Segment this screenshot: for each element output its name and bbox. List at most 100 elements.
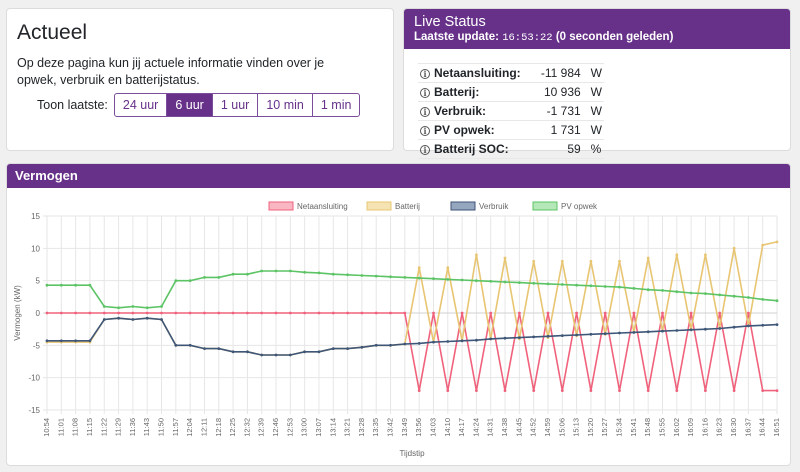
series-point[interactable]: [732, 389, 736, 392]
series-point[interactable]: [646, 330, 650, 334]
series-point[interactable]: [59, 311, 63, 315]
series-point[interactable]: [761, 243, 765, 247]
series-point[interactable]: [432, 277, 435, 281]
series-point[interactable]: [231, 272, 235, 276]
series-point[interactable]: [231, 350, 235, 354]
series-point[interactable]: [618, 331, 621, 335]
series-point[interactable]: [646, 288, 650, 292]
series-point[interactable]: [489, 337, 493, 341]
series-point[interactable]: [732, 246, 736, 250]
series-point[interactable]: [403, 311, 407, 315]
series-point[interactable]: [59, 339, 63, 343]
series-point[interactable]: [747, 296, 750, 299]
series-point[interactable]: [718, 311, 722, 315]
series-point[interactable]: [174, 311, 178, 315]
series-point[interactable]: [174, 279, 178, 283]
legend-swatch[interactable]: [532, 201, 558, 211]
series-point[interactable]: [460, 311, 464, 315]
legend-label[interactable]: Netaansluiting: [297, 202, 348, 211]
series-point[interactable]: [747, 324, 750, 328]
info-icon[interactable]: i: [420, 88, 430, 98]
series-point[interactable]: [546, 334, 550, 338]
power-chart[interactable]: 10:54 11:01 11:08 11:15 11:22 11:29 11:36 11:43…: [7, 188, 790, 466]
series-point[interactable]: [446, 389, 450, 392]
series-point[interactable]: [317, 271, 321, 275]
series-point[interactable]: [546, 282, 550, 286]
series-point[interactable]: [560, 283, 564, 286]
series-point[interactable]: [589, 284, 593, 288]
series-point[interactable]: [389, 275, 392, 279]
series-point[interactable]: [560, 334, 564, 337]
series-point[interactable]: [403, 342, 407, 346]
series-point[interactable]: [732, 325, 736, 329]
series-point[interactable]: [689, 328, 693, 332]
series-point[interactable]: [518, 281, 521, 284]
series-point[interactable]: [560, 389, 564, 392]
series-point[interactable]: [460, 339, 464, 343]
series-point[interactable]: [475, 279, 478, 283]
series-point[interactable]: [603, 311, 607, 315]
series-point[interactable]: [546, 311, 550, 315]
series-point[interactable]: [45, 311, 49, 315]
series-point[interactable]: [417, 389, 421, 392]
series-point[interactable]: [403, 276, 407, 279]
legend-label[interactable]: Verbruik: [479, 202, 509, 211]
series-point[interactable]: [489, 311, 493, 315]
series-point[interactable]: [346, 347, 349, 350]
series-point[interactable]: [503, 280, 507, 284]
series-point[interactable]: [747, 311, 750, 315]
series-point[interactable]: [632, 287, 636, 290]
series-point[interactable]: [102, 305, 106, 308]
series-point[interactable]: [331, 311, 335, 315]
series-point[interactable]: [317, 311, 321, 315]
series-point[interactable]: [575, 283, 578, 287]
series-point[interactable]: [231, 311, 235, 315]
series-point[interactable]: [131, 318, 135, 321]
series-point[interactable]: [417, 266, 421, 270]
series-point[interactable]: [360, 345, 364, 349]
series-point[interactable]: [74, 311, 77, 315]
series-point[interactable]: [317, 350, 321, 354]
series-point[interactable]: [174, 343, 178, 347]
series-point[interactable]: [346, 311, 349, 315]
series-point[interactable]: [646, 256, 650, 260]
series-point[interactable]: [761, 389, 765, 392]
series-point[interactable]: [632, 311, 636, 315]
series-point[interactable]: [503, 256, 507, 260]
series-point[interactable]: [704, 253, 707, 257]
series-point[interactable]: [532, 335, 536, 339]
legend-label[interactable]: Batterij: [395, 202, 420, 211]
series-point[interactable]: [460, 278, 464, 282]
series-point[interactable]: [389, 343, 392, 347]
series-point[interactable]: [618, 389, 621, 392]
info-icon[interactable]: i: [420, 107, 430, 117]
series-point[interactable]: [217, 347, 221, 350]
series-point[interactable]: [618, 285, 621, 289]
series-point[interactable]: [274, 311, 278, 315]
series-point[interactable]: [117, 311, 120, 315]
range-button-24-uur[interactable]: 24 uur: [113, 93, 168, 117]
range-button-1-min[interactable]: 1 min: [311, 93, 361, 117]
series-point[interactable]: [446, 266, 450, 270]
series-point[interactable]: [260, 353, 264, 357]
series-point[interactable]: [188, 311, 192, 315]
series-point[interactable]: [145, 316, 149, 320]
range-button-6-uur[interactable]: 6 uur: [166, 93, 213, 117]
series-point[interactable]: [389, 311, 392, 315]
series-point[interactable]: [518, 311, 521, 315]
series-point[interactable]: [704, 389, 707, 392]
series-point[interactable]: [503, 389, 507, 392]
series-point[interactable]: [518, 336, 521, 339]
series-point[interactable]: [145, 306, 149, 310]
series-point[interactable]: [632, 331, 636, 334]
series-point[interactable]: [246, 350, 249, 354]
range-button-10-min[interactable]: 10 min: [257, 93, 313, 117]
series-point[interactable]: [88, 311, 92, 315]
series-point[interactable]: [288, 311, 292, 315]
series-point[interactable]: [288, 353, 292, 357]
series-point[interactable]: [489, 279, 493, 283]
series-point[interactable]: [532, 389, 536, 392]
series-point[interactable]: [432, 340, 435, 344]
series-point[interactable]: [718, 327, 722, 330]
series-point[interactable]: [160, 311, 163, 315]
